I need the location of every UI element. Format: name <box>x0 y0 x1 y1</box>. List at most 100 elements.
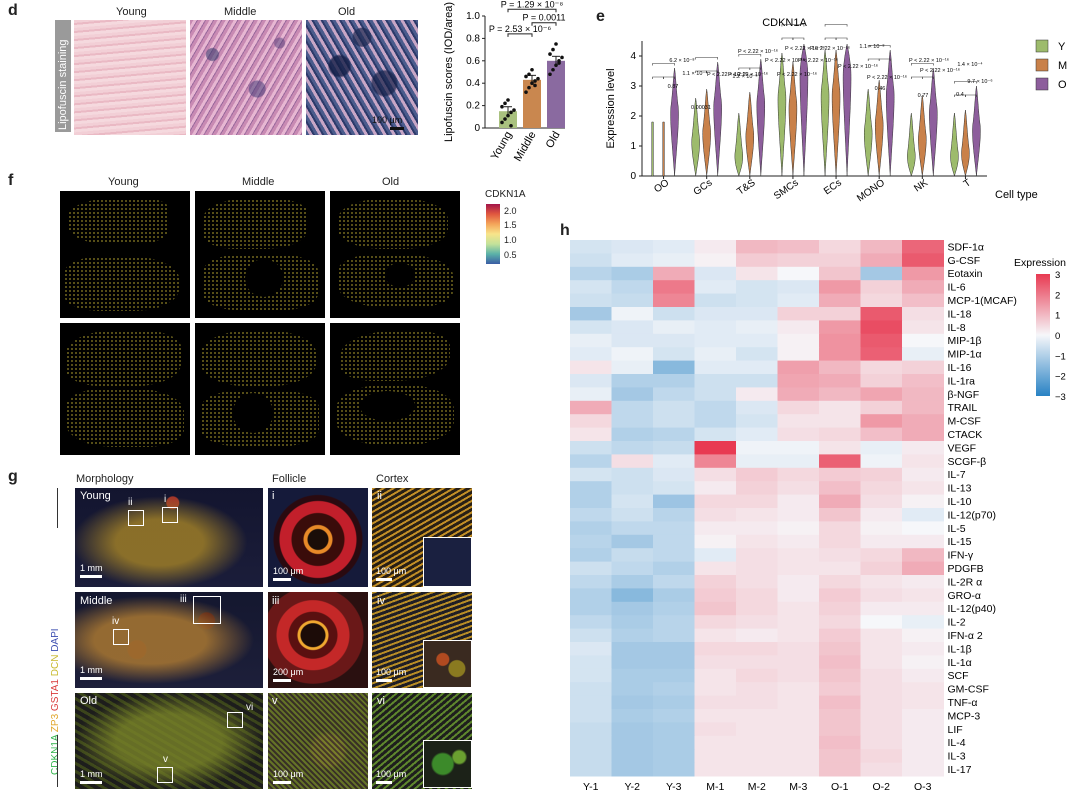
violin-bracket <box>706 70 718 73</box>
heatmap-cell <box>860 454 903 469</box>
bar-point <box>548 52 552 56</box>
heatmap-cell <box>570 481 612 496</box>
heatmap-cell <box>570 387 612 402</box>
violin-bracket <box>911 76 923 79</box>
heatmap-cell <box>777 615 820 630</box>
heatmap-cell <box>902 695 944 710</box>
violin-t-o <box>972 85 981 177</box>
heatmap-cell <box>570 534 612 549</box>
morph-box-label-vi: vi <box>246 702 254 713</box>
heatmap-cell <box>694 762 737 777</box>
heatmap-cell <box>902 387 944 402</box>
cortex-scale-text-vi: 100 μm <box>376 769 407 779</box>
violin-gcs-m <box>702 88 711 177</box>
heatmap-cell <box>777 347 820 362</box>
violin-annotation: P < 2.22 × 10⁻¹⁶ <box>920 67 960 74</box>
bar-middle <box>523 79 541 128</box>
heatmap-row-label: SCGF-β <box>948 456 987 468</box>
spatial-col-old: Old <box>382 176 400 188</box>
heatmap-cell <box>653 347 695 362</box>
spatial-map-young-1 <box>60 191 190 318</box>
heatmap-cell <box>653 467 695 482</box>
violin-x-label-oo: OO <box>652 177 671 195</box>
heatmap-cell <box>694 575 737 589</box>
heatmap-cell <box>777 360 820 375</box>
heatmap-cell <box>777 280 820 295</box>
morph-age-middle: Middle <box>80 595 113 607</box>
heatmap-cell <box>777 575 820 589</box>
heatmap-cell <box>611 320 654 335</box>
heatmap-row-label: TNF-α <box>948 697 978 709</box>
violin-legend-label-y: Y <box>1058 41 1066 53</box>
heatmap-cell <box>694 615 737 630</box>
violin-oo-o <box>670 67 679 177</box>
violin-gcs-y <box>691 97 700 177</box>
heatmap-row-label: MIP-1β <box>948 335 982 347</box>
staining-image-young <box>74 20 186 135</box>
morph-box-iv-middle <box>113 629 129 645</box>
heatmap-cell <box>694 722 737 737</box>
staining-scale-text: 100 μm <box>372 115 403 125</box>
violin-bracket <box>652 76 664 79</box>
heatmap-cell <box>570 575 612 589</box>
morph-image-old <box>75 693 263 789</box>
heatmap-cell <box>860 320 903 335</box>
heatmap-cell <box>902 655 944 670</box>
follicle-tag-v: v <box>272 695 278 707</box>
side-label-line-bottom <box>57 735 58 787</box>
heatmap-cell <box>653 682 695 697</box>
heatmap-cell <box>570 427 612 442</box>
heatmap-cell <box>736 240 778 254</box>
heatmap-cell <box>694 307 737 321</box>
staining-col-old: Old <box>338 6 356 18</box>
morph-box-ii-young <box>128 510 144 526</box>
heatmap-cell <box>860 240 903 254</box>
staining-col-young: Young <box>116 6 147 18</box>
heatmap-cell <box>902 534 944 549</box>
heatmap-cell <box>694 655 737 670</box>
heatmap-cell <box>611 266 654 281</box>
heatmap-cell <box>611 240 654 254</box>
heatmap-cell <box>860 588 903 603</box>
panel-letter-d: d <box>8 2 18 19</box>
morph-box-label-iv: iv <box>112 616 120 627</box>
heatmap-cell <box>736 521 778 536</box>
bar-point <box>554 63 558 68</box>
heatmap-cell <box>819 253 861 268</box>
heatmap-cell <box>860 722 903 737</box>
heatmap-cell <box>694 320 737 335</box>
heatmap-cell <box>819 427 861 442</box>
heatmap-cell <box>902 762 944 777</box>
violin-annotation: 0.00031 <box>691 105 711 111</box>
heatmap-cell <box>653 280 695 295</box>
follicle-image-iii <box>268 592 368 688</box>
heatmap-cell <box>611 668 654 683</box>
heatmap-col-label: Y-2 <box>625 781 641 793</box>
heatmap-cell <box>694 400 737 415</box>
violin-gcs-o <box>713 61 722 177</box>
heatmap-cell <box>694 266 737 281</box>
heatmap-cell <box>902 280 944 295</box>
heatmap-cell <box>694 494 737 509</box>
violin-bracket <box>878 58 891 61</box>
heatmap-cell <box>611 307 654 321</box>
bar-y-tick-label: 0.6 <box>466 56 480 67</box>
heatmap-cell <box>611 481 654 496</box>
violin-t-y <box>950 112 959 177</box>
heatmap-cell <box>777 628 820 643</box>
spatial-col-young: Young <box>108 176 139 188</box>
violin-x-label-ts: T&S <box>735 177 758 197</box>
heatmap-cell <box>694 240 737 254</box>
heatmap-cell <box>860 749 903 764</box>
bar-y-tick-label: 0 <box>474 123 480 134</box>
bar-point <box>530 67 534 72</box>
heatmap-cell <box>611 615 654 630</box>
bar-point <box>551 67 555 72</box>
heatmap-cell <box>860 655 903 670</box>
spatial-legend-tick-0-5: 0.5 <box>504 250 517 260</box>
heatmap-cell <box>860 615 903 630</box>
spatial-map-middle-1 <box>195 191 325 318</box>
heatmap-col-label: Y-3 <box>666 781 682 793</box>
heatmap-cell <box>694 333 737 348</box>
violin-legend-swatch-o <box>1035 77 1049 91</box>
